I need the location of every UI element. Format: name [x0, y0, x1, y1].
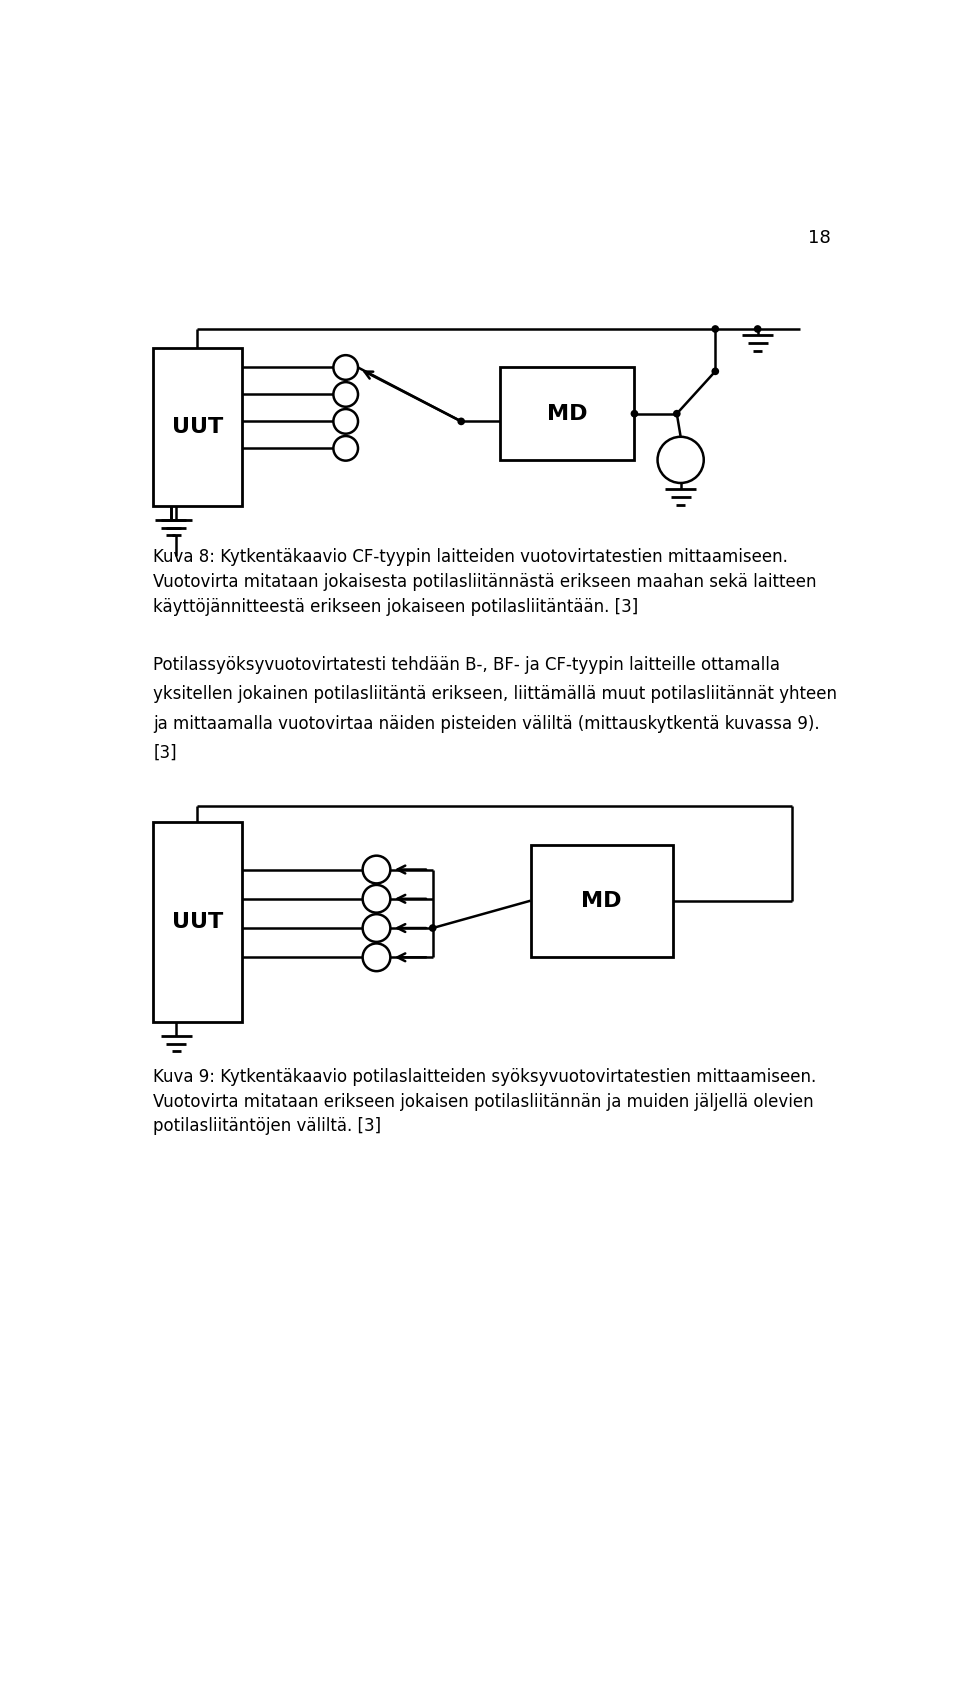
- Text: Vuotovirta mitataan jokaisesta potilasliitännästä erikseen maahan sekä laitteen: Vuotovirta mitataan jokaisesta potilasli…: [154, 574, 817, 591]
- Text: Vuotovirta mitataan erikseen jokaisen potilasliitännän ja muiden jäljellä olevie: Vuotovirta mitataan erikseen jokaisen po…: [154, 1093, 814, 1111]
- Text: ~: ~: [670, 448, 691, 471]
- Circle shape: [363, 856, 391, 883]
- Text: ja mittaamalla vuotovirtaa näiden pisteiden väliltä (mittauskytkentä kuvassa 9).: ja mittaamalla vuotovirtaa näiden pistei…: [154, 715, 820, 734]
- Bar: [154, 349, 242, 505]
- Text: MD: MD: [547, 403, 588, 424]
- Text: Potilassyöksyvuotovirtatesti tehdään B-, BF- ja CF-tyypin laitteille ottamalla: Potilassyöksyvuotovirtatesti tehdään B-,…: [154, 657, 780, 674]
- Circle shape: [363, 943, 391, 972]
- Text: Kuva 8: Kytkentäkaavio CF-tyypin laitteiden vuotovirtatestien mittaamiseen.: Kuva 8: Kytkentäkaavio CF-tyypin laittei…: [154, 548, 788, 567]
- Circle shape: [631, 410, 638, 417]
- Circle shape: [673, 410, 681, 417]
- Text: potilasliitäntöjen väliltä. [3]: potilasliitäntöjen väliltä. [3]: [154, 1118, 381, 1135]
- Circle shape: [429, 924, 437, 933]
- Circle shape: [754, 325, 761, 334]
- Text: käyttöjännitteestä erikseen jokaiseen potilasliitäntään. [3]: käyttöjännitteestä erikseen jokaiseen po…: [154, 597, 638, 616]
- Circle shape: [333, 436, 358, 461]
- Circle shape: [711, 368, 719, 374]
- Text: Kuva 9: Kytkentäkaavio potilaslaitteiden syöksyvuotovirtatestien mittaamiseen.: Kuva 9: Kytkentäkaavio potilaslaitteiden…: [154, 1069, 816, 1086]
- Bar: [154, 822, 242, 1021]
- Text: 18: 18: [808, 228, 830, 247]
- Circle shape: [363, 914, 391, 941]
- Text: UUT: UUT: [172, 912, 223, 933]
- Circle shape: [363, 885, 391, 912]
- Circle shape: [333, 408, 358, 434]
- Circle shape: [333, 383, 358, 407]
- Bar: [531, 844, 673, 957]
- Circle shape: [658, 437, 704, 483]
- Circle shape: [711, 325, 719, 334]
- Circle shape: [457, 417, 465, 426]
- Bar: [500, 368, 635, 460]
- Text: MD: MD: [582, 890, 622, 911]
- Text: [3]: [3]: [154, 744, 177, 762]
- Text: UUT: UUT: [172, 417, 223, 437]
- Text: yksitellen jokainen potilasliitäntä erikseen, liittämällä muut potilasliitännät : yksitellen jokainen potilasliitäntä erik…: [154, 686, 837, 703]
- Circle shape: [333, 356, 358, 380]
